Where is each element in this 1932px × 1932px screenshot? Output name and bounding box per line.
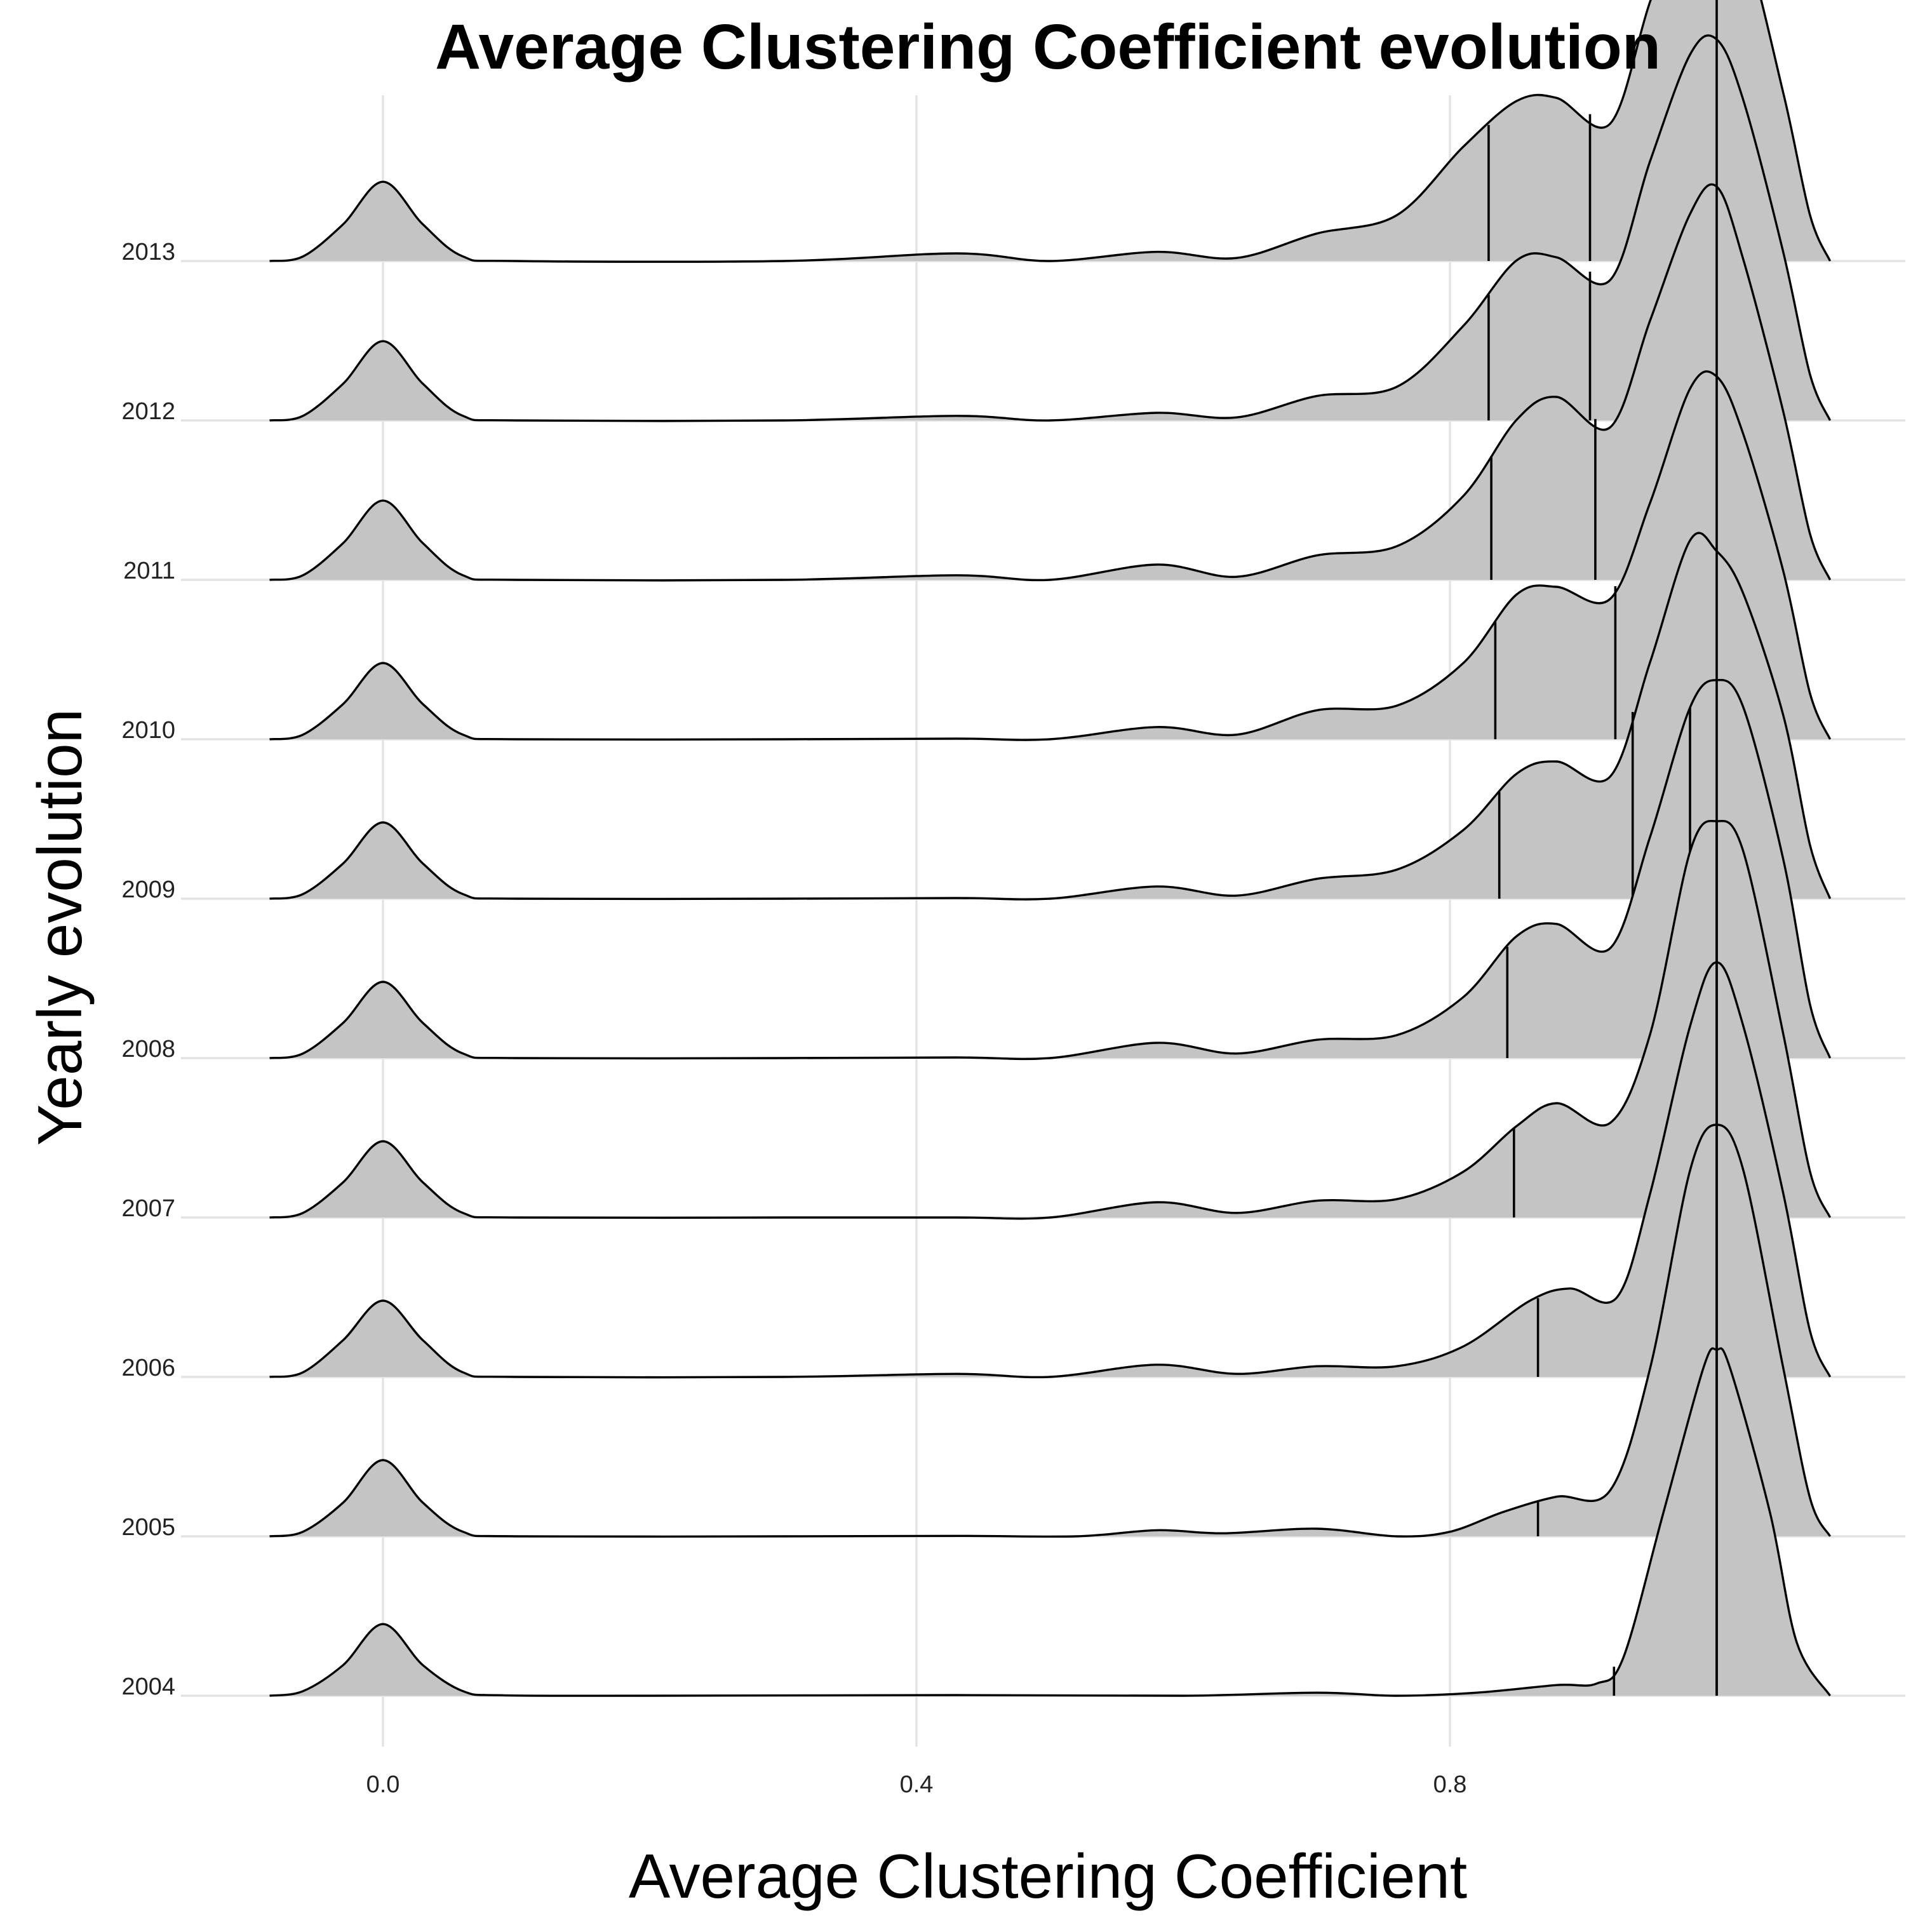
- ridge-outline: [269, 183, 1832, 582]
- x-tick-label: 0.8: [1433, 1771, 1467, 1798]
- y-axis-title: Yearly evolution: [25, 709, 95, 1146]
- x-tick-label: 0.0: [366, 1771, 400, 1798]
- y-tick-label: 2010: [121, 717, 175, 744]
- ridge-outline: [269, 370, 1832, 741]
- ridge-outline: [269, 1347, 1831, 1697]
- x-axis-title: Average Clustering Coefficient: [629, 1841, 1467, 1911]
- y-tick-label: 2008: [121, 1036, 175, 1063]
- y-tick-label: 2011: [123, 558, 175, 584]
- ridge-outline: [269, 961, 1832, 1379]
- y-tick-label: 2013: [121, 239, 175, 265]
- ridge-outline: [269, 819, 1832, 1220]
- ridge-area: [269, 0, 1830, 262]
- ridge-layer: [269, 0, 1832, 1697]
- y-tick-label: 2005: [121, 1514, 175, 1541]
- chart-title: Average Clustering Coefficient evolution: [435, 11, 1661, 83]
- y-tick-label: 2004: [121, 1674, 175, 1700]
- ridge-outline: [269, 679, 1832, 1061]
- y-tick-label: 2012: [121, 398, 175, 425]
- y-tick-label: 2007: [121, 1195, 175, 1222]
- ridge-outline: [269, 0, 1832, 263]
- y-tick-label: 2009: [121, 876, 175, 903]
- ridge-outline: [269, 1124, 1832, 1538]
- ridge-outline: [269, 34, 1832, 422]
- ridge-2004: [269, 1347, 1831, 1697]
- y-tick-label: 2006: [121, 1355, 175, 1381]
- x-tick-label: 0.4: [900, 1771, 934, 1798]
- label-layer: 2004 2005 2006 2007 2008 2009 2010 2011 2012 2013…: [121, 239, 1466, 1798]
- ridge-area: [269, 1348, 1830, 1696]
